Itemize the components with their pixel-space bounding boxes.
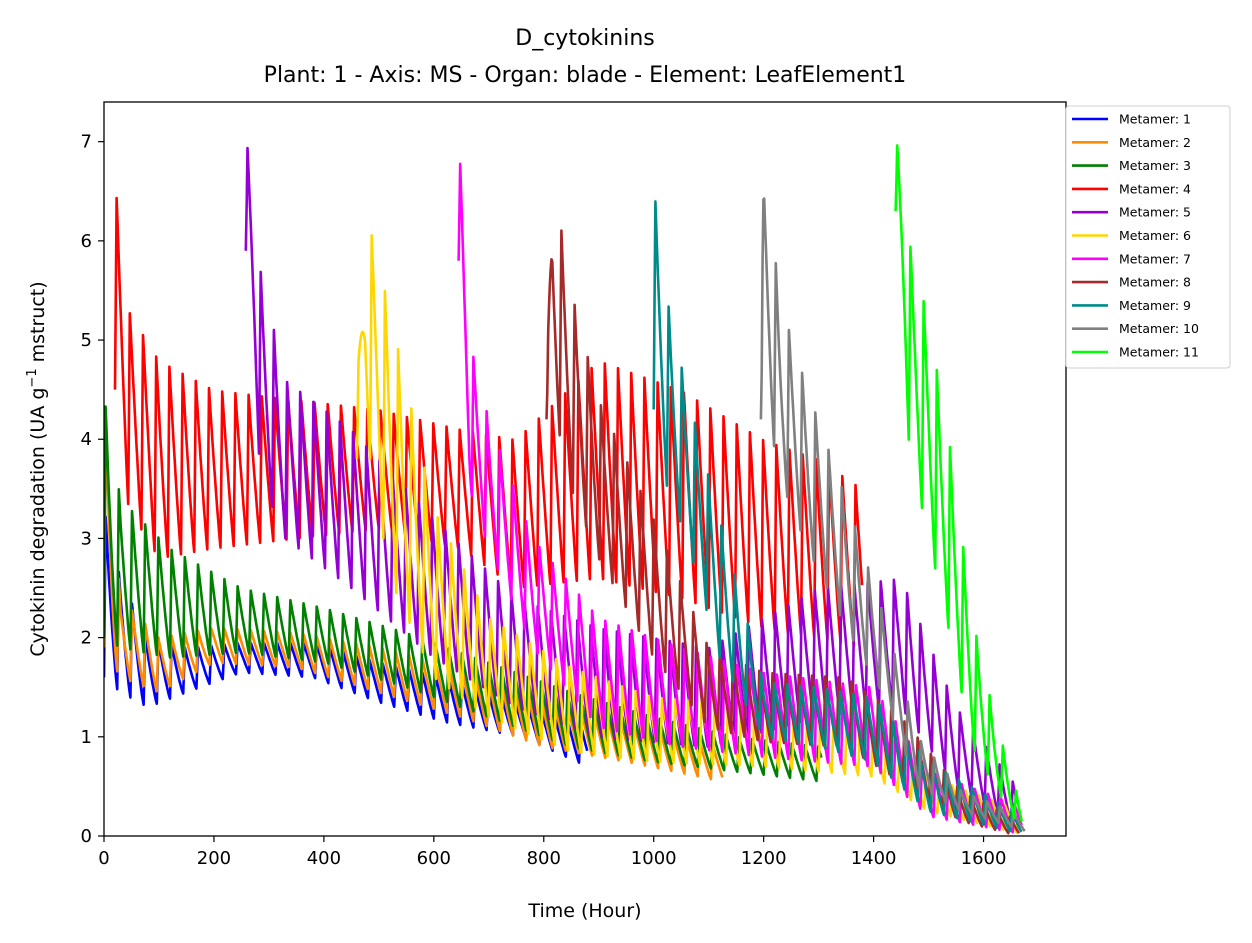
chart-title: D_cytokinins	[515, 26, 654, 51]
y-tick-label: 2	[81, 628, 92, 649]
y-tick-label: 4	[81, 429, 92, 450]
legend-label: Metamer: 11	[1119, 345, 1199, 360]
legend-label: Metamer: 4	[1119, 181, 1191, 196]
x-tick-label: 400	[307, 848, 341, 869]
legend-label: Metamer: 9	[1119, 298, 1191, 313]
y-axis: 0 1 2 3 4 5 6 7	[81, 132, 104, 847]
legend-label: Metamer: 6	[1119, 228, 1191, 243]
y-tick-label: 6	[81, 231, 92, 252]
series-line	[113, 196, 864, 647]
x-tick-label: 200	[197, 848, 231, 869]
y-tick-label: 1	[81, 727, 92, 748]
series-line	[759, 197, 1026, 832]
y-tick-label: 5	[81, 330, 92, 351]
y-axis-label-suffix: mstruct)	[27, 281, 49, 368]
x-axis: 0 200 400 600 800 1000 1200 1400 1600	[98, 836, 1006, 869]
plot-frame	[103, 101, 1067, 837]
legend: Metamer: 1 Metamer: 2 Metamer: 3 Metamer: 4…	[1065, 105, 1231, 369]
x-tick-label: 1200	[741, 848, 787, 869]
series-line	[355, 234, 1023, 835]
series-line	[652, 200, 1023, 833]
legend-label: Metamer: 2	[1119, 135, 1191, 150]
chart-subtitle: Plant: 1 - Axis: MS - Organ: blade - Ele…	[264, 63, 907, 88]
legend-label: Metamer: 7	[1119, 251, 1191, 266]
x-tick-label: 1600	[961, 848, 1007, 869]
x-tick-label: 1400	[851, 848, 897, 869]
legend-box	[1065, 105, 1231, 369]
y-tick-label: 3	[81, 528, 92, 549]
x-tick-label: 600	[417, 848, 451, 869]
y-tick-label: 7	[81, 132, 92, 153]
legend-label: Metamer: 1	[1119, 112, 1191, 127]
series-layer	[104, 144, 1026, 835]
x-tick-label: 1000	[631, 848, 677, 869]
y-axis-label-superscript: −1	[25, 368, 40, 387]
legend-label: Metamer: 3	[1119, 158, 1191, 173]
y-axis-label-prefix: Cytokinin degradation (UA g	[27, 388, 49, 657]
x-tick-label: 800	[527, 848, 561, 869]
y-axis-label: Cytokinin degradation (UA g−1 mstruct)	[25, 281, 49, 656]
legend-label: Metamer: 5	[1119, 205, 1191, 220]
legend-label: Metamer: 10	[1119, 321, 1199, 336]
x-tick-label: 0	[98, 848, 109, 869]
legend-label: Metamer: 8	[1119, 275, 1191, 290]
y-tick-label: 0	[81, 826, 92, 847]
series-line	[894, 144, 1023, 822]
x-axis-label: Time (Hour)	[527, 900, 641, 922]
